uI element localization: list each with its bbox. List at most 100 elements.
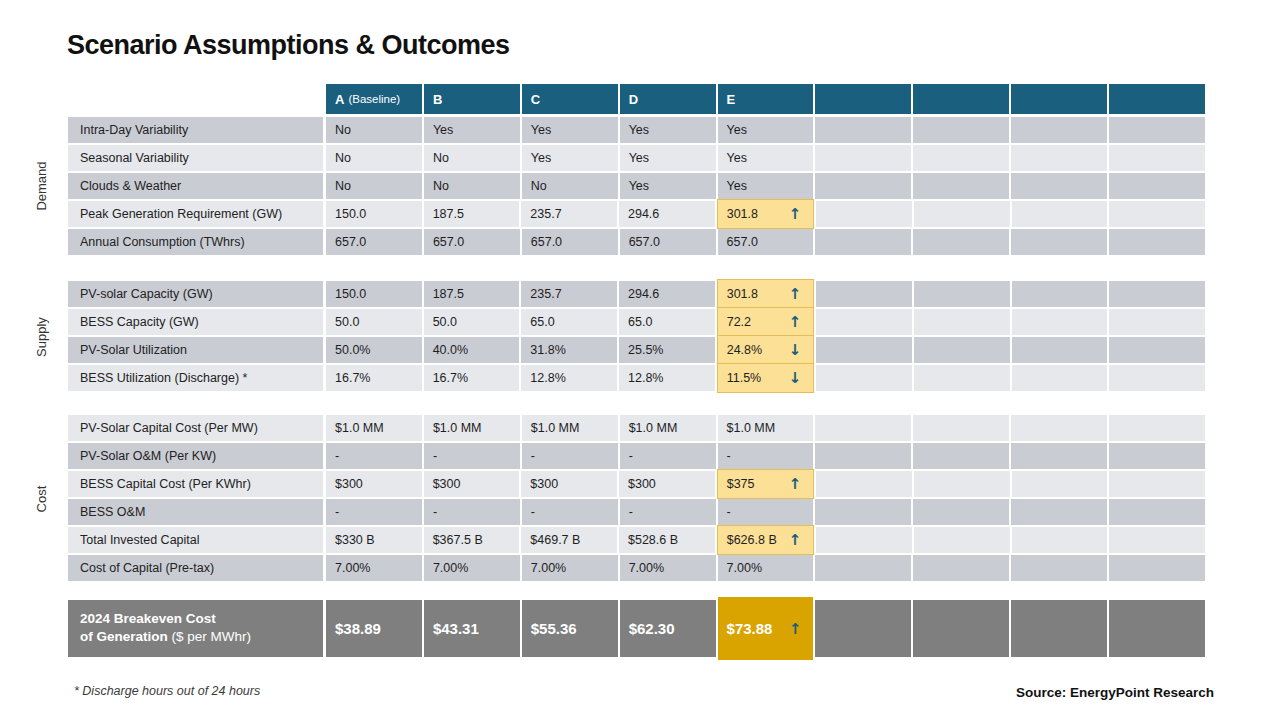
breakeven-label: 2024 Breakeven Cost of Generation ($ per… bbox=[68, 600, 323, 657]
cell: 294.6 bbox=[619, 281, 715, 307]
cell bbox=[1011, 173, 1107, 199]
cell bbox=[816, 365, 912, 391]
cell bbox=[1012, 337, 1108, 363]
cell bbox=[913, 145, 1009, 171]
cell: $1.0 MM bbox=[620, 415, 716, 441]
cell: $1.0 MM bbox=[718, 415, 814, 441]
cell: 7.00% bbox=[718, 555, 814, 581]
cell: - bbox=[522, 443, 618, 469]
cell bbox=[1012, 201, 1108, 227]
cell: $300 bbox=[424, 471, 520, 497]
breakeven-cell: $43.31 bbox=[424, 600, 520, 657]
column-header-D: D bbox=[620, 84, 716, 114]
cell: 301.8↑ bbox=[717, 199, 815, 229]
cell: $330 B bbox=[326, 527, 422, 553]
cell: 12.8% bbox=[521, 365, 617, 391]
cell: - bbox=[424, 443, 520, 469]
cell: 294.6 bbox=[619, 201, 715, 227]
cell bbox=[914, 527, 1010, 553]
column-header-empty-8 bbox=[1109, 84, 1205, 114]
cell: 7.00% bbox=[424, 555, 520, 581]
breakeven-cell: $73.88↑ bbox=[718, 597, 814, 660]
cell bbox=[1109, 471, 1205, 497]
cell: 24.8%↓ bbox=[717, 335, 815, 365]
column-header-empty-6 bbox=[913, 84, 1009, 114]
cell: - bbox=[620, 499, 716, 525]
section-supply: PV-solar Capacity (GW)150.0187.5235.7294… bbox=[68, 281, 1205, 393]
cell bbox=[1109, 499, 1205, 525]
cell: 150.0 bbox=[326, 281, 422, 307]
cell: Yes bbox=[522, 145, 618, 171]
column-header-letter: B bbox=[433, 92, 442, 107]
breakeven-cell: $38.89 bbox=[326, 600, 422, 657]
cell: No bbox=[424, 145, 520, 171]
cell: - bbox=[522, 499, 618, 525]
column-header-letter: C bbox=[531, 92, 540, 107]
scenario-header-row: A(Baseline) B C DE bbox=[68, 84, 1205, 114]
cell bbox=[1012, 309, 1108, 335]
cell bbox=[1011, 499, 1107, 525]
column-header-E: E bbox=[718, 84, 814, 114]
cell: $528.6 B bbox=[619, 527, 715, 553]
cell bbox=[1012, 471, 1108, 497]
cell: Yes bbox=[620, 145, 716, 171]
footnote: * Discharge hours out of 24 hours bbox=[74, 684, 260, 698]
column-header-empty-5 bbox=[815, 84, 911, 114]
table-row: PV-Solar Utilization50.0%40.0%31.8%25.5%… bbox=[68, 337, 1205, 363]
table-row: Intra-Day VariabilityNoYesYesYesYes bbox=[68, 117, 1205, 143]
row-label: PV-Solar Capital Cost (Per MW) bbox=[68, 415, 323, 441]
cell bbox=[914, 471, 1010, 497]
section-label-supply: Supply bbox=[34, 281, 50, 393]
cell: No bbox=[522, 173, 618, 199]
cell bbox=[914, 337, 1010, 363]
table-row: BESS Capital Cost (Per KWhr)$300$300$300… bbox=[68, 471, 1205, 497]
row-label: BESS Capital Cost (Per KWhr) bbox=[68, 471, 323, 497]
column-header-C: C bbox=[522, 84, 618, 114]
cell: Yes bbox=[718, 173, 814, 199]
cell bbox=[1011, 415, 1107, 441]
cell bbox=[1109, 415, 1205, 441]
up-arrow-icon: ↑ bbox=[789, 287, 802, 302]
cell: 25.5% bbox=[619, 337, 715, 363]
cell bbox=[914, 201, 1010, 227]
cell bbox=[1011, 229, 1107, 255]
table-row: BESS O&M----- bbox=[68, 499, 1205, 525]
cell: 7.00% bbox=[620, 555, 716, 581]
cell: - bbox=[424, 499, 520, 525]
section-cost: PV-Solar Capital Cost (Per MW)$1.0 MM$1.… bbox=[68, 415, 1205, 583]
cell bbox=[1109, 337, 1205, 363]
down-arrow-icon: ↓ bbox=[789, 371, 802, 386]
cell: 11.5%↓ bbox=[717, 363, 815, 393]
row-label: PV-Solar Utilization bbox=[68, 337, 323, 363]
cell: $1.0 MM bbox=[522, 415, 618, 441]
column-header-letter: E bbox=[727, 92, 736, 107]
cell: $300 bbox=[619, 471, 715, 497]
cell: Yes bbox=[522, 117, 618, 143]
table-row: PV-solar Capacity (GW)150.0187.5235.7294… bbox=[68, 281, 1205, 307]
cell: Yes bbox=[718, 117, 814, 143]
cell bbox=[1109, 309, 1205, 335]
cell: 301.8↑ bbox=[717, 279, 815, 309]
row-label: Clouds & Weather bbox=[68, 173, 323, 199]
cell bbox=[815, 229, 911, 255]
cell: $1.0 MM bbox=[326, 415, 422, 441]
table-row: Peak Generation Requirement (GW)150.0187… bbox=[68, 201, 1205, 227]
row-label: Peak Generation Requirement (GW) bbox=[68, 201, 323, 227]
section-label-cost: Cost bbox=[34, 415, 50, 583]
cell bbox=[816, 309, 912, 335]
cell bbox=[1109, 117, 1205, 143]
breakeven-cell bbox=[1011, 600, 1107, 657]
column-header-A: A(Baseline) bbox=[326, 84, 422, 114]
cell bbox=[815, 145, 911, 171]
row-label: BESS Utilization (Discharge) * bbox=[68, 365, 323, 391]
row-label: PV-Solar O&M (Per KW) bbox=[68, 443, 323, 469]
row-label: Cost of Capital (Pre-tax) bbox=[68, 555, 323, 581]
up-arrow-icon: ↑ bbox=[789, 207, 802, 222]
cell bbox=[1109, 145, 1205, 171]
cell: 7.00% bbox=[326, 555, 422, 581]
up-arrow-icon: ↑ bbox=[789, 477, 802, 492]
table-row: PV-Solar Capital Cost (Per MW)$1.0 MM$1.… bbox=[68, 415, 1205, 441]
cell bbox=[1109, 201, 1205, 227]
cell bbox=[914, 365, 1010, 391]
cell: 657.0 bbox=[424, 229, 520, 255]
